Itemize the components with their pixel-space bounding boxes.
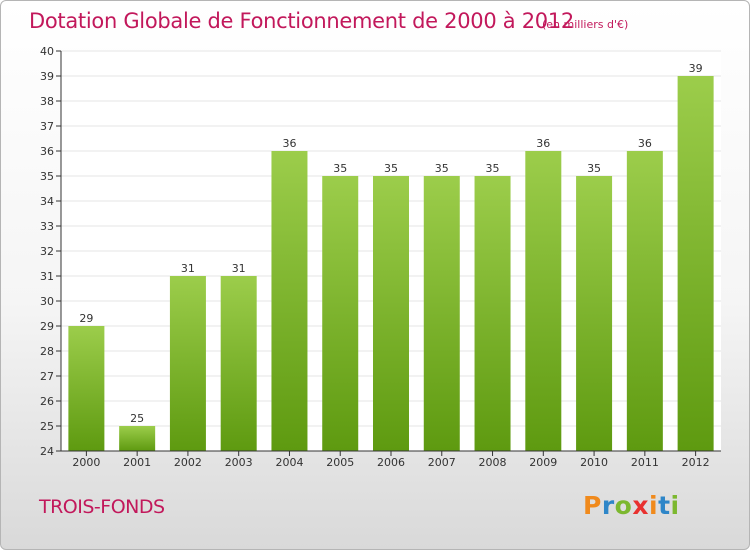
y-tick-label: 30 bbox=[40, 295, 54, 308]
y-tick-label: 36 bbox=[40, 145, 54, 158]
bar-2000[interactable] bbox=[68, 326, 105, 451]
y-tick-label: 39 bbox=[40, 70, 54, 83]
y-tick-label: 40 bbox=[40, 45, 54, 58]
x-tick-label: 2004 bbox=[275, 456, 303, 469]
y-tick-label: 25 bbox=[40, 420, 54, 433]
x-tick-label: 2006 bbox=[377, 456, 405, 469]
bars bbox=[68, 76, 714, 451]
bar-value-label: 35 bbox=[384, 162, 398, 175]
logo-letter: r bbox=[601, 491, 615, 520]
y-tick-label: 32 bbox=[40, 245, 54, 258]
bar-2007[interactable] bbox=[423, 176, 460, 451]
logo-letter: o bbox=[614, 491, 633, 520]
bar-value-label: 36 bbox=[282, 137, 296, 150]
bar-2004[interactable] bbox=[271, 151, 308, 451]
bar-value-label: 36 bbox=[638, 137, 652, 150]
bar-2006[interactable] bbox=[373, 176, 409, 451]
bar-value-label: 35 bbox=[486, 162, 500, 175]
logo-letter: t bbox=[658, 491, 671, 520]
y-tick-label: 29 bbox=[40, 320, 54, 333]
x-tick-label: 2008 bbox=[479, 456, 507, 469]
x-tick-label: 2011 bbox=[631, 456, 659, 469]
logo-letter: x bbox=[632, 491, 649, 520]
chart-title: Dotation Globale de Fonctionnement de 20… bbox=[29, 9, 574, 33]
bar-2009[interactable] bbox=[525, 151, 562, 451]
bar-2002[interactable] bbox=[169, 276, 206, 451]
place-name: TROIS-FONDS bbox=[39, 496, 165, 518]
bar-2001[interactable] bbox=[119, 426, 156, 451]
data-labels: 29 25 31 31 36 35 35 35 35 36 35 36 39 bbox=[79, 62, 702, 425]
chart-subtitle: (en milliers d'€) bbox=[542, 18, 629, 31]
x-tick-label: 2005 bbox=[326, 456, 354, 469]
y-tick-label: 26 bbox=[40, 395, 54, 408]
bar-value-label: 36 bbox=[536, 137, 550, 150]
y-tick-label: 24 bbox=[40, 445, 54, 458]
bar-2003[interactable] bbox=[220, 276, 257, 451]
x-tick-label: 2007 bbox=[428, 456, 456, 469]
proxiti-logo[interactable]: Proxiti bbox=[583, 491, 680, 520]
bar-value-label: 35 bbox=[587, 162, 601, 175]
bar-value-label: 31 bbox=[232, 262, 246, 275]
x-tick-label: 2009 bbox=[529, 456, 557, 469]
bar-value-label: 29 bbox=[79, 312, 93, 325]
logo-letter: i bbox=[670, 491, 680, 520]
y-tick-label: 27 bbox=[40, 370, 54, 383]
x-tick-label: 2002 bbox=[174, 456, 202, 469]
bar-2008[interactable] bbox=[474, 176, 511, 451]
y-tick-label: 34 bbox=[40, 195, 54, 208]
bar-value-label: 35 bbox=[333, 162, 347, 175]
logo-letter: i bbox=[649, 491, 659, 520]
y-tick-label: 31 bbox=[40, 270, 54, 283]
y-tick-label: 37 bbox=[40, 120, 54, 133]
bar-value-label: 31 bbox=[181, 262, 195, 275]
x-tick-label: 2001 bbox=[123, 456, 151, 469]
y-tick-label: 35 bbox=[40, 170, 54, 183]
x-tick-label: 2012 bbox=[682, 456, 710, 469]
logo-letter: P bbox=[583, 491, 602, 520]
bar-2012[interactable] bbox=[677, 76, 714, 451]
axes: 24 25 26 27 28 29 30 31 32 33 34 35 36 37 38 39 40 2000 20… bbox=[40, 45, 721, 469]
y-tick-label: 38 bbox=[40, 95, 54, 108]
bar-2011[interactable] bbox=[626, 151, 663, 451]
y-tick-label: 28 bbox=[40, 345, 54, 358]
bar-2005[interactable] bbox=[322, 176, 359, 451]
x-tick-label: 2003 bbox=[225, 456, 253, 469]
bar-2010[interactable] bbox=[576, 176, 613, 451]
bar-value-label: 39 bbox=[689, 62, 703, 75]
bar-value-label: 25 bbox=[130, 412, 144, 425]
y-tick-label: 33 bbox=[40, 220, 54, 233]
x-tick-label: 2000 bbox=[72, 456, 100, 469]
x-tick-label: 2010 bbox=[580, 456, 608, 469]
bar-value-label: 35 bbox=[435, 162, 449, 175]
